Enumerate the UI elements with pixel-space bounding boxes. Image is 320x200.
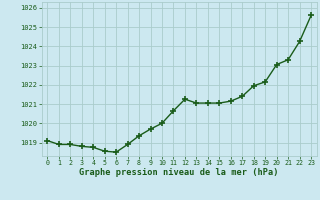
X-axis label: Graphe pression niveau de la mer (hPa): Graphe pression niveau de la mer (hPa) — [79, 168, 279, 177]
